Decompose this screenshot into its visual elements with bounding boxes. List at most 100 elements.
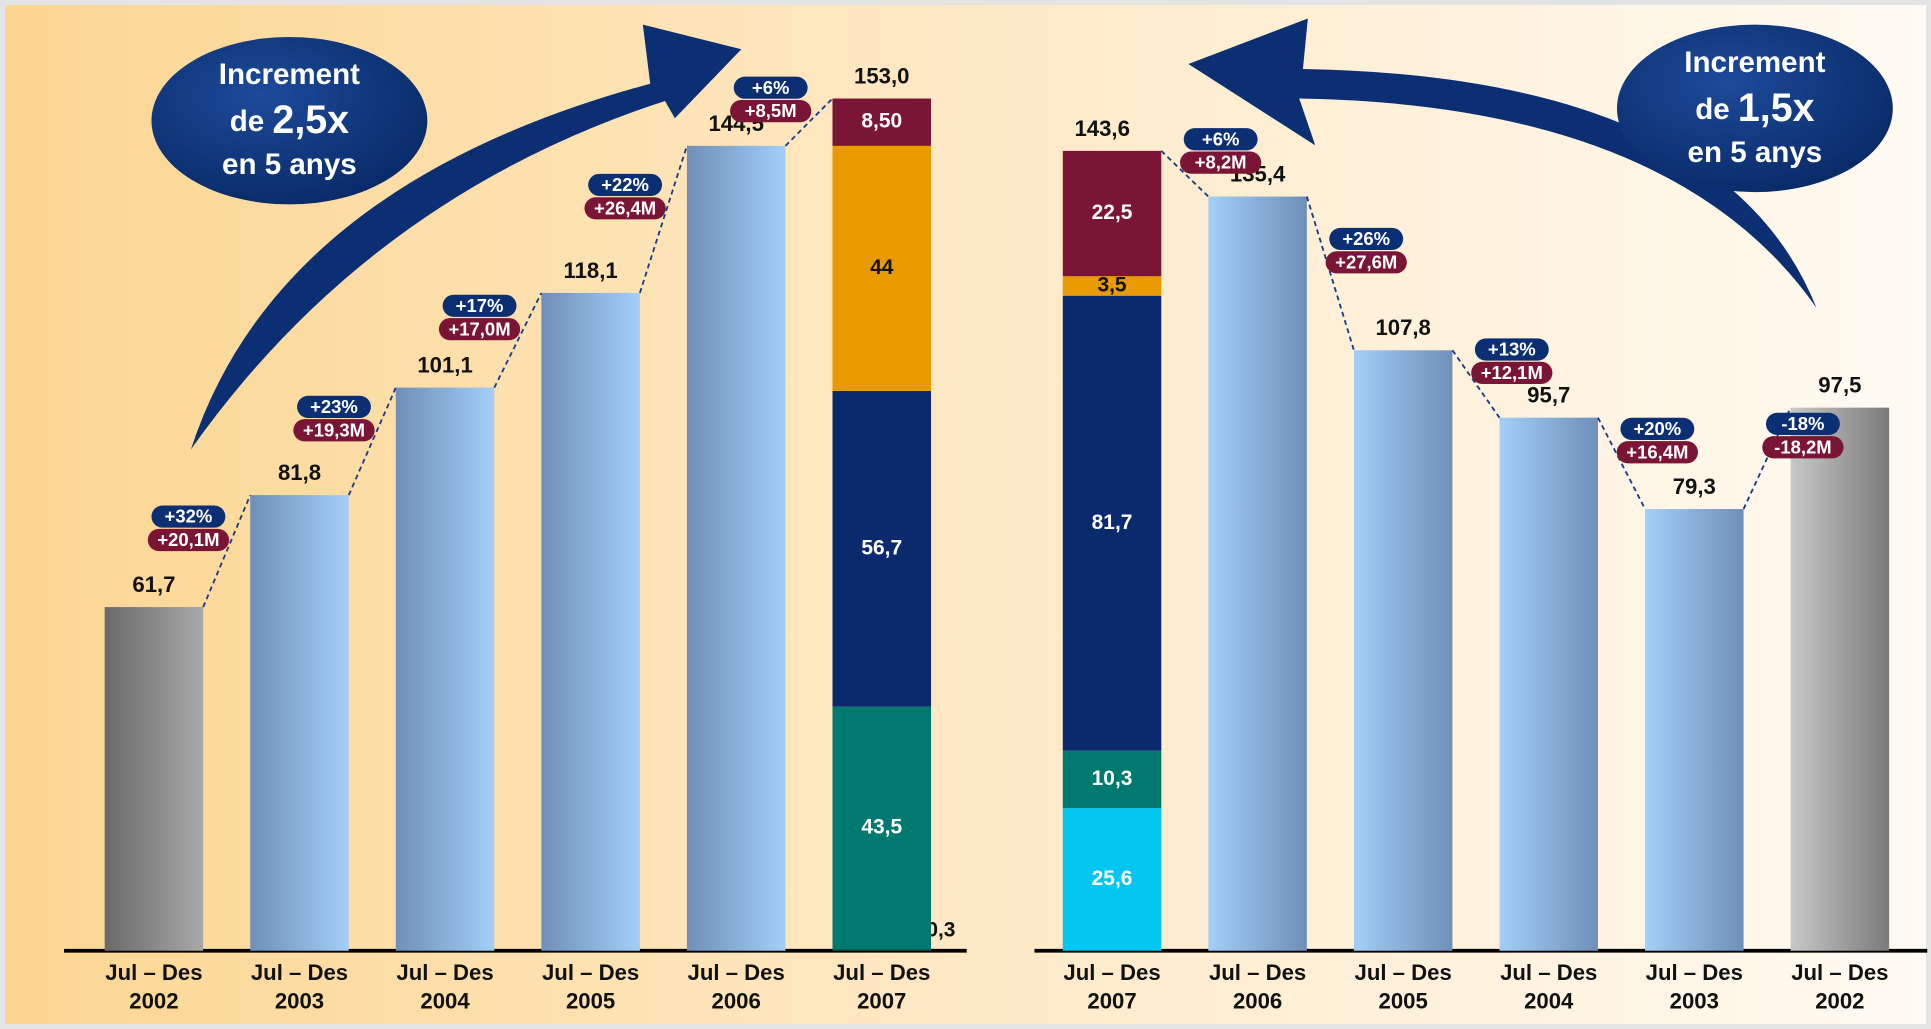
bar-segment	[1062, 150, 1162, 277]
callout-text: de 1,5x	[1695, 86, 1814, 130]
x-tick-label: 2004	[1524, 988, 1574, 1013]
change-pct: -18%	[1781, 413, 1824, 434]
value-label: 97,5	[1818, 373, 1861, 398]
change-badge	[733, 76, 808, 99]
callout-text: en 5 anys	[1688, 136, 1823, 169]
segment-label: 43,5	[861, 815, 902, 838]
change-pct: +26%	[1342, 228, 1390, 249]
change-pct: +20%	[1633, 418, 1681, 439]
change-badge	[438, 318, 521, 341]
bar-segment	[832, 98, 932, 146]
x-tick-label: Jul – Des	[833, 960, 930, 985]
x-tick-label: Jul – Des	[105, 960, 202, 985]
callout-oval	[1616, 24, 1893, 193]
change-pct: +22%	[601, 174, 649, 195]
change-delta: +12,1M	[1481, 362, 1543, 383]
x-tick-label: 2006	[712, 988, 761, 1013]
x-tick-label: Jul – Des	[1209, 960, 1306, 985]
change-badge	[442, 294, 517, 317]
segment-label: 10,3	[1092, 767, 1133, 790]
segment-label: 0,3	[926, 919, 955, 942]
x-tick-label: 2002	[129, 988, 178, 1013]
change-badge	[1765, 412, 1840, 435]
callout-text: de	[230, 105, 264, 138]
segment-label: 44	[870, 256, 894, 279]
change-delta: +8,2M	[1195, 152, 1247, 173]
x-tick-label: 2006	[1233, 988, 1282, 1013]
change-pct: +32%	[165, 506, 213, 527]
change-delta: -18,2M	[1774, 436, 1831, 457]
growth-arrow	[1188, 18, 1817, 308]
change-badge	[730, 100, 812, 123]
change-delta: +16,4M	[1626, 441, 1688, 462]
change-delta: +20,1M	[157, 529, 219, 550]
callout-oval	[151, 36, 428, 205]
x-tick-label: Jul – Des	[396, 960, 493, 985]
x-tick-label: 2005	[566, 988, 615, 1013]
change-pct: +23%	[310, 396, 358, 417]
change-pct: +6%	[1202, 128, 1239, 149]
value-label: 79,3	[1673, 474, 1716, 499]
callout-text: de 2,5x	[230, 99, 349, 143]
change-pct: +6%	[752, 77, 789, 98]
bar-segment	[832, 949, 932, 951]
segment-label: 25,6	[1092, 867, 1133, 890]
change-badge	[584, 197, 666, 220]
value-label: 143,6	[1074, 116, 1129, 141]
x-tick-label: Jul – Des	[542, 960, 639, 985]
bar	[1790, 407, 1890, 951]
x-tick-label: 2005	[1379, 988, 1428, 1013]
change-badge	[1180, 151, 1262, 174]
callout-factor: 2,5x	[272, 99, 349, 143]
segment-label: 22,5	[1092, 201, 1133, 224]
change-delta: +17,0M	[448, 318, 510, 339]
value-label: 153,0	[854, 63, 909, 88]
x-tick-label: 2004	[420, 988, 470, 1013]
change-badge	[1620, 417, 1695, 440]
change-badge	[1329, 227, 1404, 251]
x-tick-label: 2003	[1670, 988, 1719, 1013]
change-badge	[1325, 251, 1407, 274]
bar	[1645, 509, 1744, 951]
bar-segment	[1062, 276, 1162, 296]
change-badge	[293, 419, 375, 442]
bar-segment	[832, 390, 932, 707]
bar	[395, 387, 495, 951]
change-badge	[588, 173, 663, 196]
change-badge	[1183, 128, 1258, 151]
connector	[1742, 407, 1792, 510]
change-delta: +26,4M	[594, 197, 656, 218]
segment-label: 56,7	[861, 536, 902, 559]
x-tick-label: Jul – Des	[1646, 960, 1743, 985]
connector	[347, 387, 397, 496]
change-delta: +27,6M	[1335, 251, 1397, 272]
x-tick-label: 2003	[275, 988, 324, 1013]
change-pct: +17%	[456, 295, 504, 316]
change-delta: +8,5M	[745, 100, 797, 121]
bar	[686, 145, 786, 951]
plot: 61,7 Jul – Des 2002 81,8 Jul – Des 2003 101,1 J…	[64, 18, 1928, 1013]
value-label: 107,8	[1375, 315, 1430, 340]
bar	[1208, 196, 1307, 951]
segment-label: 8,50	[861, 110, 902, 133]
x-tick-label: Jul – Des	[688, 960, 785, 985]
callout-text: Increment	[219, 58, 360, 91]
connector	[784, 97, 834, 147]
bar-segment	[1062, 750, 1162, 809]
change-pct: +13%	[1488, 339, 1536, 360]
bar	[104, 607, 204, 951]
value-label: 95,7	[1527, 383, 1570, 408]
callout-text: de	[1695, 93, 1729, 126]
change-delta: +19,3M	[303, 419, 365, 440]
callout-text: Increment	[1684, 46, 1825, 79]
x-tick-label: Jul – Des	[1791, 960, 1888, 985]
x-tick-label: Jul – Des	[251, 960, 348, 985]
change-badge	[151, 505, 226, 528]
segment-label: 3,5	[1097, 273, 1126, 296]
change-badge	[1474, 338, 1549, 361]
change-badge	[1471, 361, 1553, 384]
change-badge	[1762, 436, 1844, 459]
change-badge	[147, 528, 230, 552]
